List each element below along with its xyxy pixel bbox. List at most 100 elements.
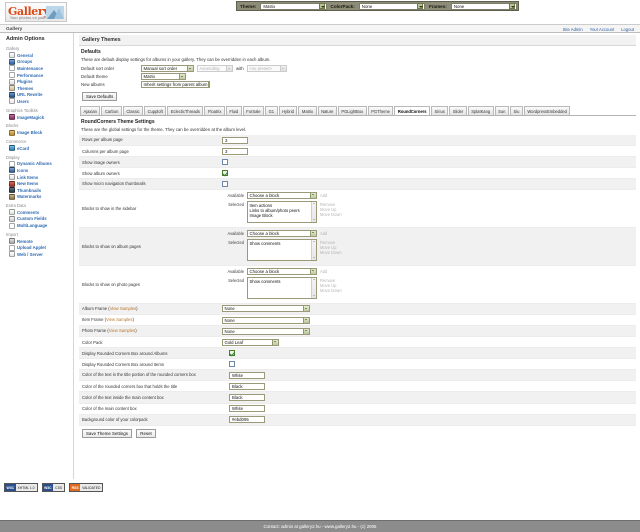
tab-siu[interactable]: Siu: [509, 106, 523, 115]
settings-text-input[interactable]: 3: [222, 136, 248, 144]
settings-checkbox[interactable]: [222, 169, 228, 176]
color-text-input[interactable]: Black: [229, 382, 265, 390]
sidebar-item-users[interactable]: Users: [6, 98, 69, 105]
tab-classic[interactable]: Classic: [122, 106, 144, 115]
reset-button[interactable]: Reset: [136, 428, 156, 438]
move-down-button[interactable]: Move Down: [320, 211, 342, 217]
new-albums-select[interactable]: Inherit settings from parent album: [141, 81, 210, 88]
remove-button[interactable]: Remove: [320, 239, 336, 245]
sidebar-item-ecard[interactable]: eCard: [6, 145, 69, 152]
move-up-button[interactable]: Move Up: [320, 282, 337, 288]
selected-blocks-listbox[interactable]: Show comments: [247, 238, 317, 261]
scrollbar[interactable]: [310, 277, 316, 298]
tab-eclecticthreads[interactable]: EclecticThreads: [167, 106, 204, 115]
frames-select[interactable]: None: [450, 2, 517, 10]
settings-select[interactable]: Gold Leaf: [222, 338, 279, 346]
tab-splatkang[interactable]: SplatKang: [467, 106, 494, 115]
tab-hybrid[interactable]: Hybrid: [278, 106, 298, 115]
list-item[interactable]: Links to album/photo peers: [249, 207, 300, 213]
settings-checkbox[interactable]: [222, 180, 228, 187]
sidebar-item-maintenance[interactable]: Maintenance: [6, 65, 69, 72]
validator-badge[interactable]: W3C CSS: [41, 483, 66, 492]
tab-sun[interactable]: Sun: [494, 106, 509, 115]
sidebar-item-upload-applet[interactable]: Upload Applet: [6, 244, 69, 251]
sidebar-item-image-block[interactable]: Image Block: [6, 129, 69, 136]
theme-select[interactable]: Matrix: [260, 2, 327, 10]
colorpack-select[interactable]: None: [358, 2, 425, 10]
sidebar-item-dynamic-albums[interactable]: Dynamic Albums: [6, 160, 69, 168]
settings-select[interactable]: Choose a block: [247, 267, 317, 275]
move-down-button[interactable]: Move Down: [320, 287, 342, 293]
remove-button[interactable]: Remove: [320, 277, 336, 283]
sidebar-item-plugins[interactable]: Plugins: [6, 78, 69, 85]
settings-select[interactable]: None: [222, 305, 310, 313]
sidebar-item-new-items[interactable]: New Items: [6, 180, 69, 187]
sidebar-item-link-items[interactable]: Link Items: [6, 174, 69, 181]
list-item[interactable]: Image Block: [249, 213, 273, 219]
settings-select[interactable]: Choose a block: [247, 191, 317, 199]
tab-floatrix[interactable]: Floatrix: [204, 106, 225, 115]
color-text-input[interactable]: #ebd095: [229, 416, 265, 424]
sidebar-item-web-server[interactable]: Web / Server: [6, 251, 69, 258]
add-block-button[interactable]: Add: [320, 230, 328, 236]
default-sort-order-select[interactable]: Manual sort order: [141, 65, 194, 72]
color-text-input[interactable]: Black: [229, 394, 265, 401]
save-theme-settings-button[interactable]: Save Theme Settings: [82, 428, 132, 438]
sidebar-item-custom-fields[interactable]: Custom Fields: [6, 215, 69, 223]
validator-badge[interactable]: RSS VALIDATED: [69, 483, 104, 492]
remove-button[interactable]: Remove: [320, 201, 336, 207]
sidebar-item-imagemagick[interactable]: ImageMagick: [6, 114, 69, 121]
tab-pgtheme[interactable]: PGTheme: [367, 106, 394, 115]
tab-cupploft[interactable]: Cupploft: [144, 106, 167, 115]
color-text-input[interactable]: White: [229, 405, 265, 413]
validator-badge[interactable]: W3C XHTML 1.0: [4, 483, 38, 492]
list-item[interactable]: Show comments: [249, 278, 281, 284]
selected-blocks-listbox[interactable]: Item actions Links to album/photo peers Im…: [247, 200, 317, 223]
breadcrumb[interactable]: Gallery: [6, 26, 23, 32]
view-samples-link[interactable]: View Samples: [105, 317, 133, 323]
default-theme-select[interactable]: Matrix: [141, 73, 186, 80]
list-item[interactable]: Item actions: [249, 202, 273, 208]
sidebar-item-groups[interactable]: Groups: [6, 58, 69, 66]
settings-select[interactable]: Choose a block: [247, 229, 317, 237]
settings-select[interactable]: None: [222, 316, 310, 324]
sidebar-item-thumbnails[interactable]: Thumbnails: [6, 187, 69, 194]
sidebar-item-url-rewrite[interactable]: URL Rewrite: [6, 91, 69, 99]
move-down-button[interactable]: Move Down: [320, 249, 342, 255]
gallery-logo[interactable]: Gallery Your photos on your website: [5, 2, 67, 22]
selected-blocks-listbox[interactable]: Show comments: [247, 276, 317, 299]
tab-pglightbox[interactable]: PGLightBox: [337, 106, 367, 115]
tab-matrix[interactable]: Matrix: [298, 106, 317, 115]
sort-direction-select[interactable]: Ascending: [197, 65, 233, 72]
save-defaults-button[interactable]: Save Defaults: [82, 92, 118, 101]
tab-carbon[interactable]: Carbon: [101, 106, 122, 115]
settings-select[interactable]: None: [222, 327, 310, 335]
tab-sirius[interactable]: Sirius: [431, 106, 449, 115]
tab-g1[interactable]: G1: [265, 106, 278, 115]
list-item[interactable]: Show comments: [249, 240, 281, 246]
sidebar-item-remote[interactable]: Remote: [6, 238, 69, 245]
add-block-button[interactable]: Add: [320, 268, 328, 274]
sidebar-item-performance[interactable]: Performance: [6, 72, 69, 79]
tab-wordpressembedded[interactable]: WordpressEmbedded: [523, 106, 571, 115]
tab-forsale[interactable]: ForSale: [242, 106, 265, 115]
settings-checkbox[interactable]: [222, 158, 228, 165]
settings-text-input[interactable]: 3: [222, 147, 248, 155]
sidebar-item-watermarks[interactable]: Watermarks: [6, 193, 69, 201]
tab-roundcorners[interactable]: RoundCorners: [394, 106, 431, 115]
sort-preset-select[interactable]: <no preset>: [246, 65, 287, 72]
sidebar-item-themes[interactable]: Themes: [6, 85, 69, 92]
settings-checkbox[interactable]: [229, 360, 235, 367]
sidebar-item-multilanguage[interactable]: MultiLanguage: [6, 222, 69, 229]
site-admin-link[interactable]: Site Admin: [562, 27, 583, 32]
tab-slider[interactable]: Slider: [449, 106, 467, 115]
settings-checkbox[interactable]: [229, 350, 235, 357]
tab-ajaxian[interactable]: Ajaxian: [80, 106, 101, 115]
color-text-input[interactable]: White: [229, 371, 265, 379]
sidebar-item-general[interactable]: General: [6, 52, 69, 59]
view-samples-link[interactable]: View Samples: [108, 328, 136, 334]
sidebar-item-icons[interactable]: Icons: [6, 167, 69, 174]
logout-link[interactable]: Logout: [621, 27, 634, 32]
move-up-button[interactable]: Move Up: [320, 206, 337, 212]
your-account-link[interactable]: Your Account: [589, 27, 615, 32]
